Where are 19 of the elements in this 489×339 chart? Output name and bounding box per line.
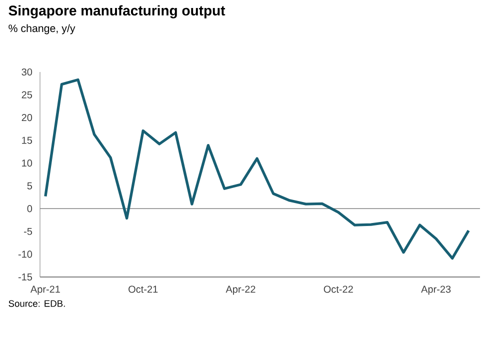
source-note: Source: EDB.	[8, 300, 65, 307]
y-tick-label: 20	[22, 114, 32, 122]
y-tick-label: -15	[18, 274, 32, 280]
line-series	[44, 78, 470, 260]
x-tick-label: Oct-22	[324, 286, 353, 293]
y-tick-label: 30	[22, 68, 32, 76]
y-tick-label: -5	[24, 228, 32, 235]
x-tick-label: Apr-21	[30, 286, 60, 295]
x-tick-label: Apr-23	[421, 286, 451, 295]
y-tick-label: 0	[27, 205, 32, 212]
y-tick-label: -10	[18, 250, 32, 258]
chart-title: Singapore manufacturing output	[8, 5, 226, 18]
y-tick-label: 25	[22, 91, 32, 98]
chart-subtitle: % change, y/y	[8, 24, 76, 34]
y-tick-label: 5	[27, 182, 32, 190]
x-tick-label: Oct-21	[128, 286, 158, 293]
y-tick-label: 10	[22, 160, 32, 167]
x-tick-label: Apr-22	[226, 286, 256, 295]
y-tick-label: 15	[22, 136, 32, 144]
